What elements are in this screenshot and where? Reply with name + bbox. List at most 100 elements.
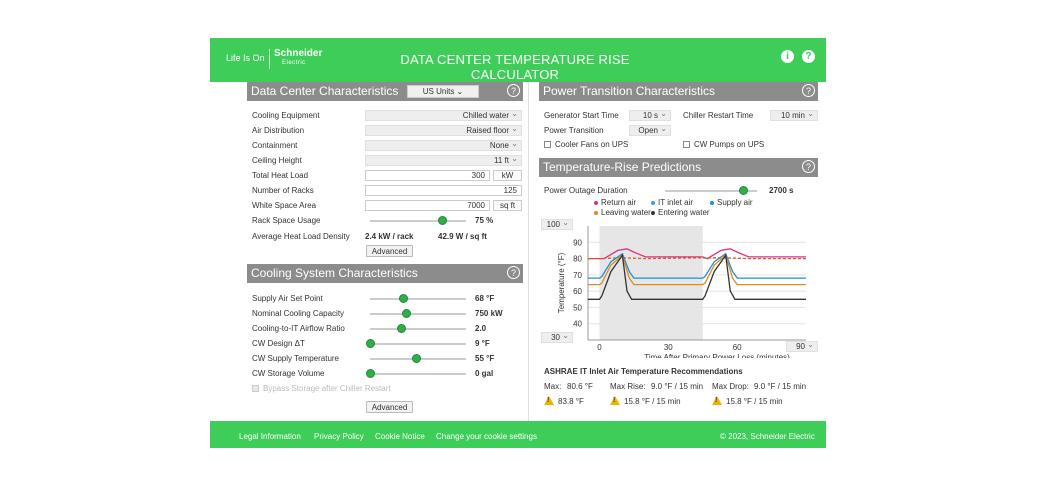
footer: Legal Information Privacy Policy Cookie …	[210, 421, 826, 448]
legend-entering-water: Entering water	[651, 208, 710, 217]
y-max-select[interactable]: 100	[541, 218, 573, 230]
units-select-value: US Units	[422, 87, 455, 96]
warning-icon	[610, 396, 620, 405]
privacy-link[interactable]: Privacy Policy	[314, 432, 364, 441]
white-space-area-unit: sq ft	[493, 200, 522, 211]
x-tick-label: 0	[597, 343, 602, 352]
series-entering-water	[588, 253, 806, 300]
air-distribution-select[interactable]: Raised floor	[365, 124, 522, 136]
avg-heat-load-density-label: Average Heat Load Density	[252, 232, 350, 241]
cw-supply-temperature-value: 55 °F	[475, 354, 495, 363]
supply-air-set-point-value: 68 °F	[475, 294, 495, 303]
outage-duration-value: 2700 s	[769, 186, 794, 195]
total-heat-load-unit: kW	[493, 170, 522, 181]
cooling-advanced-button[interactable]: Advanced	[366, 401, 413, 413]
cooling-to-it-airflow-value: 2.0	[475, 324, 487, 333]
cooling-equipment-select[interactable]: Chilled water	[365, 109, 522, 121]
help-icon[interactable]: ?	[802, 84, 815, 97]
x-tick-label: 30	[664, 343, 673, 352]
legend-supply-air: Supply air	[710, 198, 753, 207]
cw-storage-volume-slider[interactable]	[370, 373, 466, 375]
legal-link[interactable]: Legal Information	[239, 432, 301, 441]
y-tick-label: 50	[573, 303, 582, 312]
number-of-racks-label: Number of Racks	[252, 186, 314, 195]
cooling-to-it-airflow-slider-handle[interactable]	[397, 324, 407, 333]
total-heat-load-input[interactable]: 300	[365, 170, 490, 181]
supply-air-set-point-slider[interactable]	[370, 298, 466, 300]
ashrae-rise-label: Max Rise:	[610, 382, 646, 391]
cooling-to-it-airflow-slider[interactable]	[370, 328, 466, 330]
cookie-notice-link[interactable]: Cookie Notice	[375, 432, 425, 441]
cw-storage-volume-value: 0 gal	[475, 369, 494, 378]
y-tick-label: 40	[573, 320, 582, 329]
power-transition-label: Power Transition	[544, 126, 604, 135]
legend-it-inlet-air-label: IT inlet air	[658, 198, 693, 207]
legend-entering-water-label: Entering water	[658, 208, 710, 217]
supply-air-set-point-slider-handle[interactable]	[399, 294, 409, 303]
white-space-area-input[interactable]: 7000	[365, 200, 490, 211]
brand-logo-sub: Electric	[282, 60, 306, 66]
help-icon[interactable]: ?	[507, 266, 520, 279]
ashrae-max-label: Max:	[544, 382, 562, 391]
avg-heat-load-per-area: 42.9 W / sq ft	[438, 232, 487, 241]
number-of-racks-input[interactable]: 125	[365, 185, 522, 196]
cw-supply-temperature-slider-handle[interactable]	[411, 354, 421, 363]
nominal-cooling-capacity-slider[interactable]	[370, 313, 466, 315]
legend-return-air: Return air	[594, 198, 636, 207]
legend-it-inlet-air: IT inlet air	[651, 198, 693, 207]
containment-select[interactable]: None	[365, 139, 522, 151]
info-icon[interactable]: i	[781, 50, 794, 63]
nominal-cooling-capacity-label: Nominal Cooling Capacity	[252, 309, 345, 318]
generator-start-time-select[interactable]: 10 s	[629, 109, 671, 121]
ceiling-height-select[interactable]: 11 ft	[365, 154, 522, 166]
dc-section-header: Data Center Characteristics US Units ⌄ ?	[247, 82, 523, 101]
rack-space-usage-label: Rack Space Usage	[252, 216, 321, 225]
cookie-settings-link[interactable]: Change your cookie settings	[436, 432, 537, 441]
outage-shaded-region	[599, 226, 703, 340]
help-icon[interactable]: ?	[507, 84, 520, 97]
containment-label: Containment	[252, 141, 298, 150]
ashrae-max-actual: 83.8 °F	[558, 397, 584, 406]
y-tick-label: 80	[573, 255, 582, 264]
cw-design-dt-value: 9 °F	[475, 339, 490, 348]
ashrae-drop-label: Max Drop:	[712, 382, 749, 391]
column-divider	[528, 82, 529, 421]
help-icon[interactable]: ?	[802, 50, 815, 63]
outage-duration-slider[interactable]	[665, 190, 757, 192]
brand-separator	[269, 49, 270, 69]
y-min-select[interactable]: 30	[541, 331, 573, 343]
cw-design-dt-slider-handle[interactable]	[365, 339, 375, 348]
nominal-cooling-capacity-slider-handle[interactable]	[401, 309, 411, 318]
main-panel: Data Center Characteristics US Units ⌄ ?…	[210, 82, 826, 421]
power-section-title: Power Transition Characteristics	[543, 84, 716, 98]
x-max-select[interactable]: 90	[786, 340, 818, 352]
chiller-restart-time-select[interactable]: 10 min	[770, 109, 818, 121]
cooling-to-it-airflow-label: Cooling-to-IT Airflow Ratio	[252, 324, 345, 333]
x-tick-label: 60	[733, 343, 742, 352]
cooler-fans-ups-label: Cooler Fans on UPS	[555, 140, 629, 149]
ashrae-rise-value: 9.0 °F / 15 min	[651, 382, 704, 391]
cooler-fans-ups-checkbox[interactable]	[544, 141, 551, 148]
total-heat-load-label: Total Heat Load	[252, 171, 309, 180]
rack-space-usage-slider-handle[interactable]	[437, 216, 447, 225]
cw-pumps-ups-checkbox[interactable]	[683, 141, 690, 148]
dc-advanced-button[interactable]: Advanced	[366, 245, 413, 257]
chiller-restart-time-label: Chiller Restart Time	[683, 111, 754, 120]
avg-heat-load-per-rack: 2.4 kW / rack	[365, 232, 414, 241]
bypass-storage-checkbox[interactable]	[252, 385, 259, 392]
units-select[interactable]: US Units ⌄	[407, 85, 479, 98]
rack-space-usage-slider[interactable]	[370, 220, 466, 222]
app-title: DATA CENTER TEMPERATURE RISE CALCULATOR	[400, 52, 630, 82]
outage-duration-slider-handle[interactable]	[738, 186, 748, 195]
power-transition-select[interactable]: Open	[629, 124, 671, 136]
cooling-section-title: Cooling System Characteristics	[251, 266, 418, 280]
help-icon[interactable]: ?	[802, 160, 815, 173]
cw-storage-volume-slider-handle[interactable]	[365, 369, 375, 378]
predictions-section-title: Temperature-Rise Predictions	[543, 160, 702, 174]
cw-design-dt-slider[interactable]	[370, 343, 466, 345]
ashrae-title: ASHRAE IT Inlet Air Temperature Recommen…	[544, 367, 743, 376]
series-supply-air	[588, 252, 806, 279]
series-return-air	[588, 248, 806, 260]
series-leaving-water	[588, 254, 806, 286]
ashrae-rise-actual: 15.8 °F / 15 min	[624, 397, 681, 406]
